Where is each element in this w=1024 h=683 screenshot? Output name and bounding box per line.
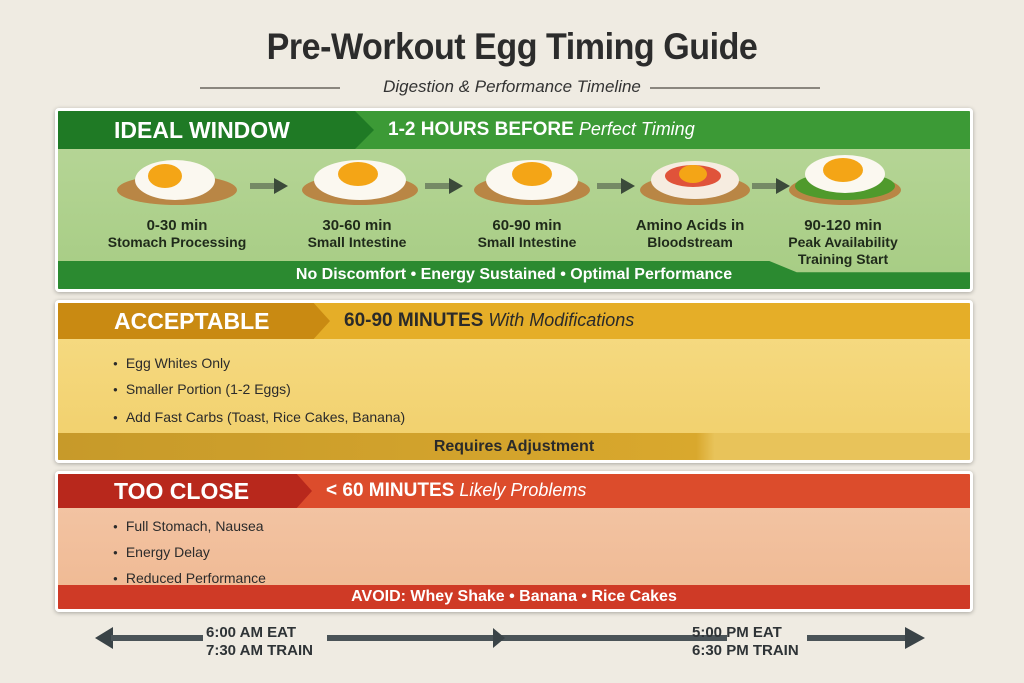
step-desc: Small Intestine xyxy=(477,234,577,250)
step-desc: Bloodstream xyxy=(647,234,733,250)
acceptable-note: With Modifications xyxy=(488,310,635,330)
step-time: 0-30 min xyxy=(146,217,208,234)
egg-with-greens-icon xyxy=(789,155,901,205)
egg-with-tomato-icon xyxy=(640,161,750,205)
evening-schedule: 5:00 PM EAT 6:30 PM TRAIN xyxy=(692,624,799,660)
ideal-timing: 1-2 HOURS BEFORE Perfect Timing xyxy=(388,119,695,141)
fried-egg-icon xyxy=(302,160,418,205)
bullet-item: Smaller Portion (1-2 Eggs) xyxy=(113,381,291,397)
arrow-right-icon xyxy=(905,627,925,649)
acceptable-panel: ACCEPTABLE 60-90 MINUTES With Modificati… xyxy=(55,300,973,463)
timeline-step: 90-120 min Peak Availability Training Star… xyxy=(768,217,918,268)
too-close-timing: < 60 MINUTES Likely Problems xyxy=(326,480,586,502)
too-close-time: < 60 MINUTES xyxy=(326,480,455,501)
acceptable-timing: 60-90 MINUTES With Modifications xyxy=(344,310,634,332)
fried-egg-icon xyxy=(117,160,237,205)
step-time: 30-60 min xyxy=(322,217,392,234)
timeline-step: 0-30 min Stomach Processing xyxy=(102,217,252,251)
acceptable-label: ACCEPTABLE xyxy=(58,303,330,339)
step-time: 90-120 min xyxy=(804,217,882,234)
step-desc: Small Intestine xyxy=(307,234,407,250)
ideal-header: IDEAL WINDOW 1-2 HOURS BEFORE Perfect Ti… xyxy=(58,111,970,149)
bullet-item: Energy Delay xyxy=(113,544,210,560)
acceptable-time: 60-90 MINUTES xyxy=(344,310,484,331)
page-title: Pre-Workout Egg Timing Guide xyxy=(266,26,758,67)
timeline-step: Amino Acids in Bloodstream xyxy=(615,217,765,251)
bullet-item: Add Fast Carbs (Toast, Rice Cakes, Banan… xyxy=(113,409,405,425)
ideal-label: IDEAL WINDOW xyxy=(58,111,374,149)
arrow-left-icon xyxy=(95,627,113,649)
bullet-item: Full Stomach, Nausea xyxy=(113,518,264,534)
too-close-header: TOO CLOSE < 60 MINUTES Likely Problems xyxy=(58,474,970,508)
morning-eat: 6:00 AM EAT xyxy=(206,624,297,641)
evening-train: 6:30 PM TRAIN xyxy=(692,642,799,659)
too-close-note: Likely Problems xyxy=(459,480,587,500)
arrow-right-icon xyxy=(425,178,463,194)
arrow-right-icon xyxy=(250,178,288,194)
step-desc: Peak Availability xyxy=(788,234,898,250)
morning-train: 7:30 AM TRAIN xyxy=(206,642,313,659)
too-close-footer: AVOID: Whey Shake • Banana • Rice Cakes xyxy=(58,585,970,609)
divider xyxy=(200,87,340,89)
divider xyxy=(650,87,820,89)
morning-schedule: 6:00 AM EAT 7:30 AM TRAIN xyxy=(206,624,313,660)
arrow-right-icon xyxy=(493,628,505,648)
evening-eat: 5:00 PM EAT xyxy=(692,624,782,641)
step-extra: Training Start xyxy=(797,251,889,267)
ideal-note: Perfect Timing xyxy=(578,119,695,139)
subtitle: Digestion & Performance Timeline xyxy=(383,77,641,96)
ideal-time: 1-2 HOURS BEFORE xyxy=(388,119,574,140)
bullet-item: Egg Whites Only xyxy=(113,355,230,371)
step-time: Amino Acids in xyxy=(635,217,745,234)
acceptable-footer: Requires Adjustment xyxy=(58,433,970,460)
too-close-label: TOO CLOSE xyxy=(58,474,312,508)
arrow-right-icon xyxy=(597,178,635,194)
acceptable-header: ACCEPTABLE 60-90 MINUTES With Modificati… xyxy=(58,303,970,339)
arrow-right-icon xyxy=(752,178,790,194)
fried-egg-icon xyxy=(474,160,590,205)
step-time: 60-90 min xyxy=(492,217,562,234)
timeline-step: 30-60 min Small Intestine xyxy=(282,217,432,251)
timeline-arrows xyxy=(95,627,925,649)
step-desc: Stomach Processing xyxy=(107,234,247,250)
too-close-panel: TOO CLOSE < 60 MINUTES Likely Problems F… xyxy=(55,471,973,612)
bullet-item: Reduced Performance xyxy=(113,570,266,586)
timeline-step: 60-90 min Small Intestine xyxy=(452,217,602,251)
